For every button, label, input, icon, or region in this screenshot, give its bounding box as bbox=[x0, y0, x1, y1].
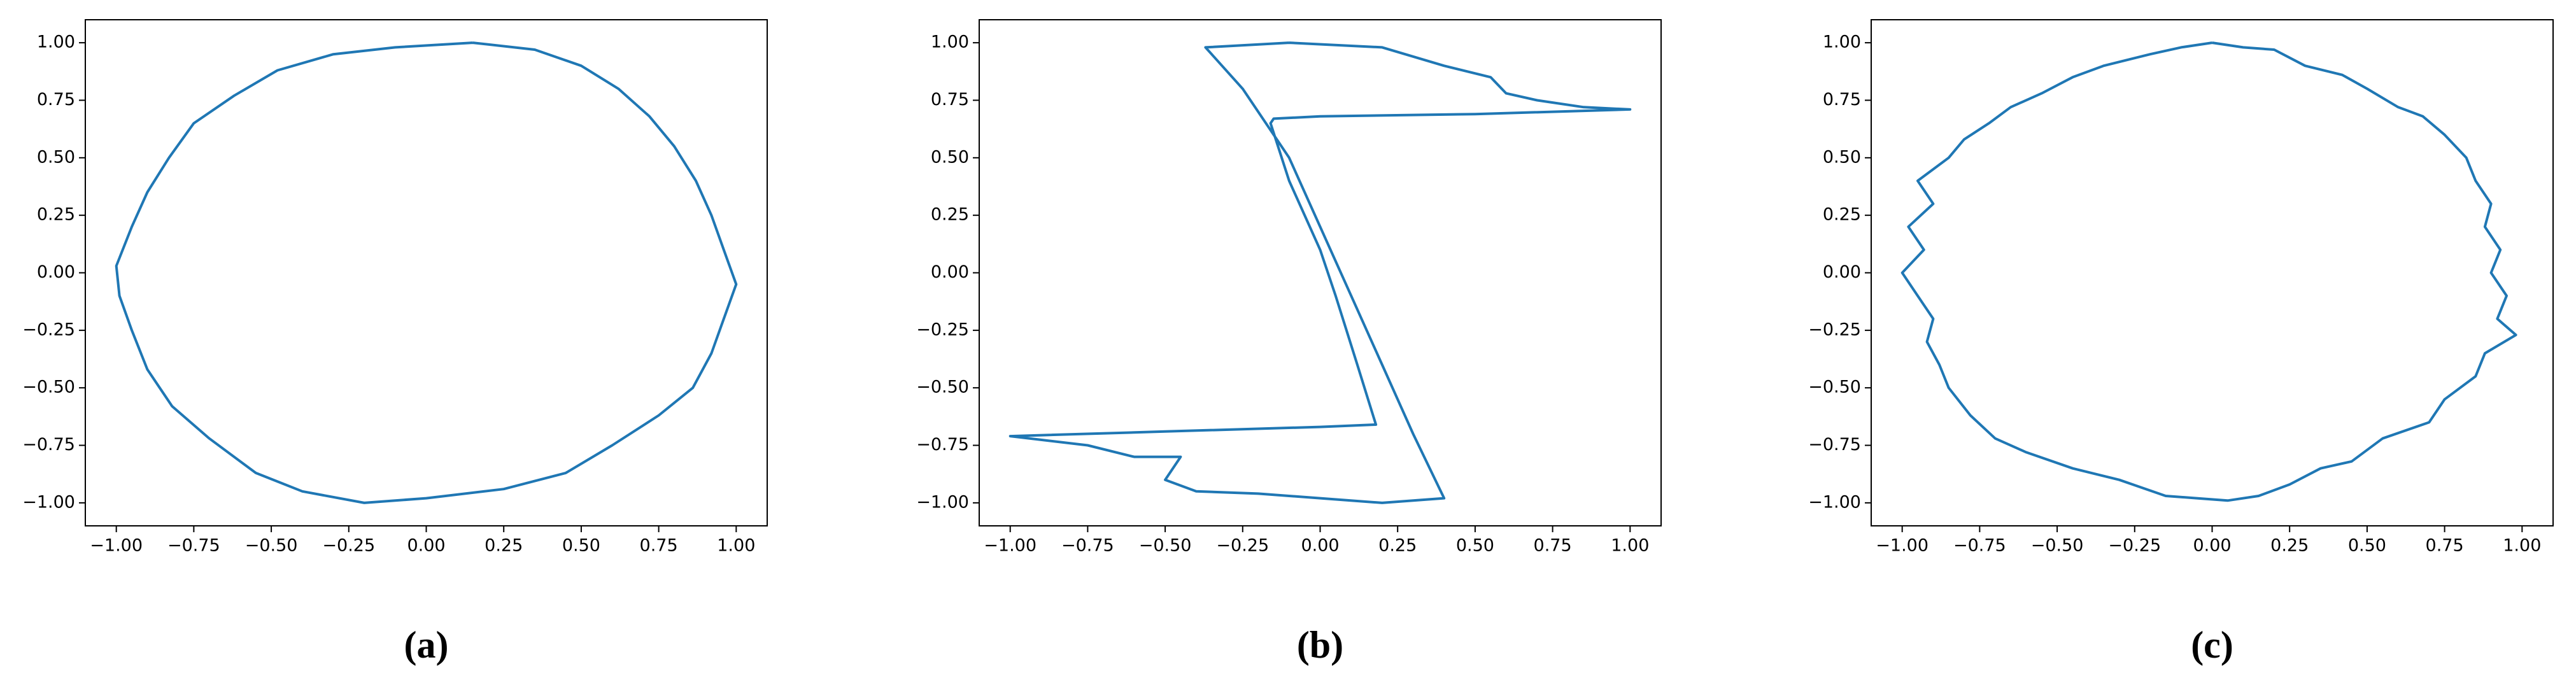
data-line bbox=[1008, 41, 1632, 504]
y-tick-label: −0.75 bbox=[1808, 435, 1861, 455]
x-tick-label: 0.25 bbox=[2270, 536, 2309, 556]
x-tick-label: 0.75 bbox=[640, 536, 678, 556]
y-tick-label: −1.00 bbox=[1808, 492, 1861, 512]
y-tick-label: −0.50 bbox=[22, 378, 75, 397]
x-tick-label: 1.00 bbox=[2503, 536, 2541, 556]
x-tick-label: 0.50 bbox=[2348, 536, 2386, 556]
y-tick-label: −1.00 bbox=[22, 492, 75, 512]
y-tick-label: 0.50 bbox=[931, 147, 969, 167]
y-tick-label: 0.00 bbox=[1823, 262, 1861, 282]
y-tick-label: −0.25 bbox=[1808, 320, 1861, 339]
x-tick-label: 0.00 bbox=[1301, 536, 1339, 556]
x-tick-label: −0.50 bbox=[245, 536, 298, 556]
x-tick-label: −0.75 bbox=[1061, 536, 1114, 556]
x-tick-label: −0.25 bbox=[2108, 536, 2161, 556]
x-tick-label: −0.25 bbox=[1216, 536, 1269, 556]
y-tick-label: 0.75 bbox=[37, 90, 75, 109]
x-tick-label: 1.00 bbox=[717, 536, 755, 556]
data-line bbox=[115, 41, 738, 504]
x-tick-label: 0.75 bbox=[2426, 536, 2464, 556]
data-line bbox=[1900, 41, 2517, 502]
y-tick-label: 0.50 bbox=[37, 147, 75, 167]
x-tick-label: 0.25 bbox=[1378, 536, 1417, 556]
y-tick-label: 0.75 bbox=[931, 90, 969, 109]
y-tick-label: −0.75 bbox=[916, 435, 969, 455]
caption: (c) bbox=[2191, 624, 2233, 666]
x-tick-label: −0.75 bbox=[1953, 536, 2006, 556]
y-tick-label: 0.75 bbox=[1823, 90, 1861, 109]
x-tick-label: 0.50 bbox=[1456, 536, 1494, 556]
y-tick-label: −0.25 bbox=[22, 320, 75, 339]
y-tick-label: 0.25 bbox=[931, 205, 969, 225]
x-tick-label: −1.00 bbox=[90, 536, 143, 556]
y-tick-label: −0.50 bbox=[1808, 378, 1861, 397]
x-tick-label: −0.75 bbox=[167, 536, 220, 556]
x-tick-label: 0.00 bbox=[407, 536, 445, 556]
y-tick-label: 0.25 bbox=[37, 205, 75, 225]
x-tick-label: 1.00 bbox=[1611, 536, 1649, 556]
axes-frame bbox=[85, 19, 768, 526]
axes-frame bbox=[1871, 19, 2554, 526]
y-tick-label: 0.50 bbox=[1823, 147, 1861, 167]
y-tick-label: 1.00 bbox=[931, 32, 969, 52]
y-tick-label: 0.00 bbox=[37, 262, 75, 282]
x-tick-label: −0.25 bbox=[322, 536, 375, 556]
x-tick-label: −0.50 bbox=[2031, 536, 2084, 556]
y-tick-label: 0.00 bbox=[931, 262, 969, 282]
axes-frame bbox=[979, 19, 1662, 526]
x-tick-label: −1.00 bbox=[984, 536, 1037, 556]
y-tick-label: −0.50 bbox=[916, 378, 969, 397]
caption: (a) bbox=[404, 624, 449, 666]
x-tick-label: −0.50 bbox=[1139, 536, 1192, 556]
x-tick-label: −1.00 bbox=[1876, 536, 1928, 556]
y-tick-label: −0.75 bbox=[22, 435, 75, 455]
caption: (b) bbox=[1297, 624, 1343, 666]
y-tick-label: −1.00 bbox=[916, 492, 969, 512]
x-tick-label: 0.25 bbox=[485, 536, 523, 556]
y-tick-label: 1.00 bbox=[1823, 32, 1861, 52]
x-tick-label: 0.75 bbox=[1534, 536, 1572, 556]
x-tick-label: 0.00 bbox=[2193, 536, 2231, 556]
y-tick-label: 0.25 bbox=[1823, 205, 1861, 225]
x-tick-label: 0.50 bbox=[562, 536, 600, 556]
y-tick-label: −0.25 bbox=[916, 320, 969, 339]
y-tick-label: 1.00 bbox=[37, 32, 75, 52]
